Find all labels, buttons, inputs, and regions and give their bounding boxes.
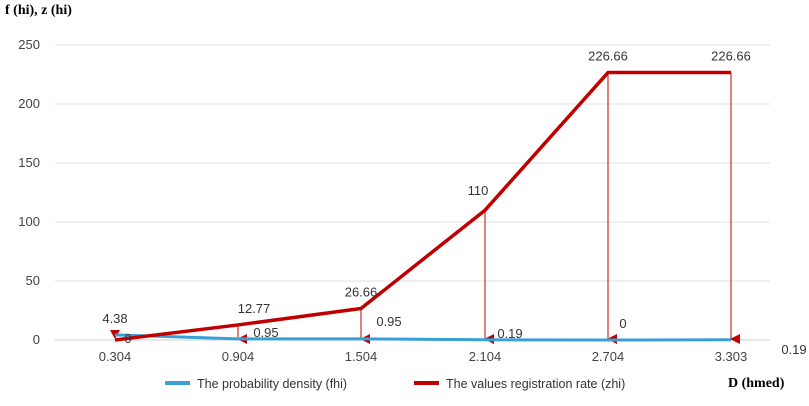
data-label-zhi: 12.77 bbox=[238, 301, 271, 316]
data-label-zhi: 0 bbox=[124, 331, 131, 346]
series-line-zhi bbox=[114, 70, 731, 342]
data-label-fhi: 0.95 bbox=[376, 314, 401, 329]
data-labels: 4.38 0.95 0.95 0.19 0 0.19 0 12.77 26.66 110 226.6… bbox=[102, 49, 806, 357]
x-tick-label: 1.504 bbox=[345, 349, 378, 364]
data-label-fhi: 0.95 bbox=[253, 325, 278, 340]
x-tick-label: 2.704 bbox=[592, 349, 625, 364]
data-label-fhi: 0.19 bbox=[781, 342, 806, 357]
x-tick-label: 3.303 bbox=[715, 349, 748, 364]
y-tick-label: 100 bbox=[18, 214, 40, 229]
data-label-fhi: 4.38 bbox=[102, 311, 127, 326]
data-label-zhi: 26.66 bbox=[345, 285, 378, 300]
legend-label-zhi: The values registration rate (zhi) bbox=[446, 377, 625, 391]
y-tick-label: 200 bbox=[18, 96, 40, 111]
gridlines bbox=[55, 44, 770, 341]
x-tick-label: 0.304 bbox=[99, 349, 132, 364]
drop-arrow bbox=[110, 330, 120, 339]
data-label-zhi: 226.66 bbox=[588, 49, 628, 64]
x-tick-label: 2.104 bbox=[469, 349, 502, 364]
y-tick-label: 150 bbox=[18, 155, 40, 170]
y-tick-label: 0 bbox=[33, 332, 40, 347]
legend-label-fhi: The probability density (fhi) bbox=[197, 377, 347, 391]
y-tick-label: 250 bbox=[18, 37, 40, 52]
data-label-zhi: 110 bbox=[468, 183, 489, 198]
drop-lines bbox=[110, 72, 740, 344]
y-axis-title: f (hi), z (hi) bbox=[5, 3, 72, 18]
data-label-fhi: 0.19 bbox=[497, 326, 522, 341]
legend: The probability density (fhi) The values… bbox=[165, 377, 625, 391]
series-lines bbox=[114, 70, 732, 342]
y-axis-ticks: 0 50 100 150 200 250 bbox=[18, 37, 40, 347]
x-axis-ticks: 0.304 0.904 1.504 2.104 2.704 3.303 bbox=[99, 349, 748, 364]
data-label-zhi: 226.66 bbox=[711, 49, 751, 64]
y-tick-label: 50 bbox=[26, 273, 40, 288]
series-line-fhi bbox=[114, 333, 732, 342]
x-tick-label: 0.904 bbox=[222, 349, 255, 364]
x-axis-title: D (hmed) bbox=[728, 376, 785, 391]
data-label-fhi: 0 bbox=[619, 316, 626, 331]
